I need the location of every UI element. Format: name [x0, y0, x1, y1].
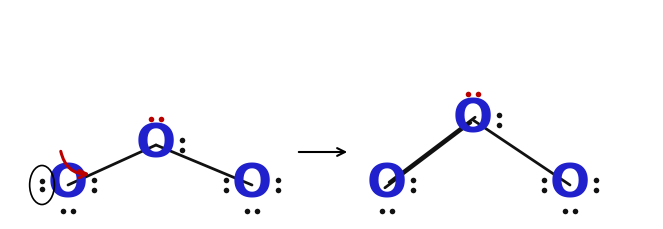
Text: O: O	[232, 163, 272, 207]
Text: O: O	[367, 163, 407, 207]
Text: O: O	[136, 123, 176, 167]
Text: O: O	[550, 163, 590, 207]
FancyArrowPatch shape	[61, 151, 86, 178]
Text: O: O	[48, 163, 88, 207]
Text: O: O	[453, 98, 493, 142]
